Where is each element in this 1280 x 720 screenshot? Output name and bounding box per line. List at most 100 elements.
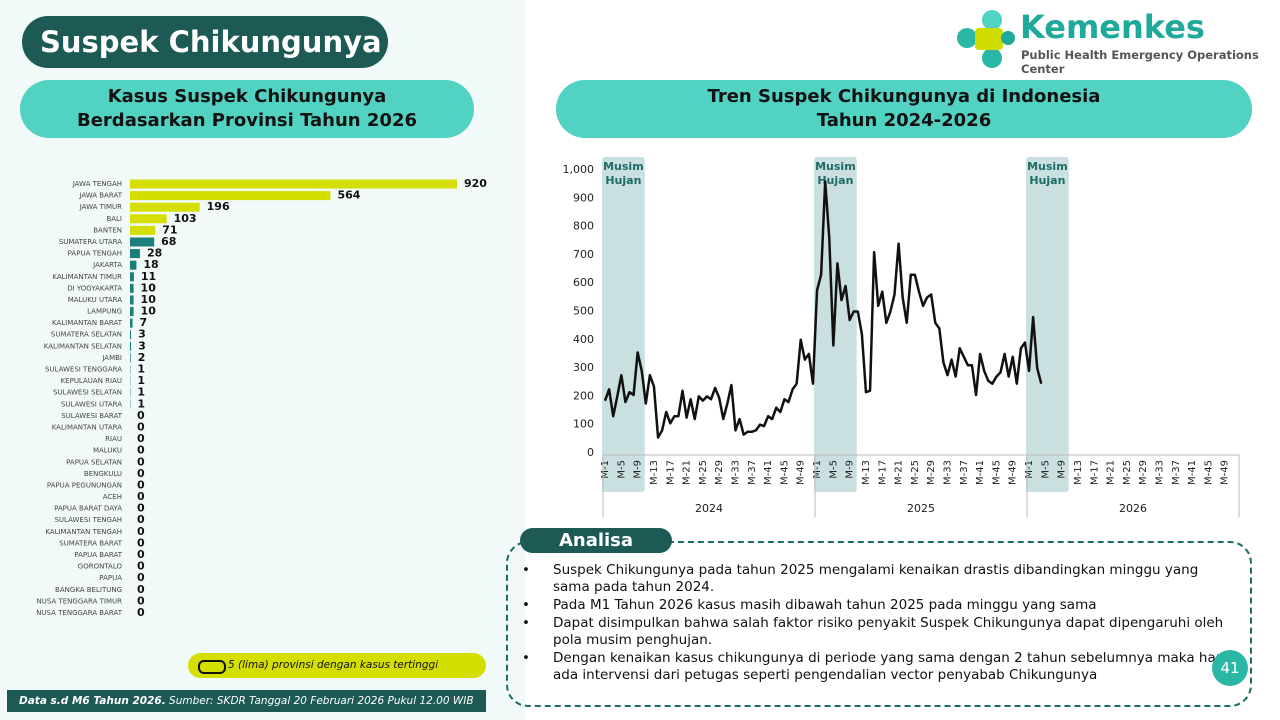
data-label: 0 <box>137 513 145 526</box>
analysis-bullet: Dengan kenaikan kasus chikungunya di per… <box>522 650 1237 684</box>
bar <box>130 307 134 317</box>
legend-note: 5 (lima) provinsi dengan kasus tertinggi <box>188 653 486 678</box>
data-label: 0 <box>137 571 145 584</box>
y-tick-label: JAWA TIMUR <box>79 203 122 211</box>
data-label: 11 <box>141 270 156 283</box>
analysis-bullet: Pada M1 Tahun 2026 kasus masih dibawah t… <box>522 597 1237 614</box>
x-tick-label: M-5 <box>616 460 627 479</box>
x-tick-label: M-5 <box>1040 460 1051 479</box>
y-tick-label: NUSA TENGGARA TIMUR <box>37 597 123 605</box>
bar <box>130 191 331 201</box>
x-tick-label: M-41 <box>763 460 774 485</box>
data-label: 0 <box>137 560 145 573</box>
bar <box>130 330 132 340</box>
x-tick-label: M-9 <box>1057 460 1068 479</box>
data-label: 1 <box>137 397 145 410</box>
x-tick-label: M-33 <box>1155 460 1166 485</box>
data-label: 2 <box>138 351 146 364</box>
analysis-bullet: Suspek Chikungunya pada tahun 2025 menga… <box>522 562 1237 596</box>
x-tick-label: M-9 <box>633 460 644 479</box>
x-tick-label: M-13 <box>1073 460 1084 485</box>
y-tick-label: ACEH <box>103 493 122 501</box>
x-tick-label: M-37 <box>747 460 758 485</box>
x-tick-label: M-45 <box>991 460 1002 485</box>
data-label: 0 <box>137 444 145 457</box>
data-label: 68 <box>161 235 176 248</box>
y-tick-label: JAKARTA <box>92 261 122 269</box>
x-tick-label: M-49 <box>1008 460 1019 485</box>
logo-name: Kemenkes <box>1020 8 1205 46</box>
y-tick-label: SUMATERA BARAT <box>59 539 123 547</box>
band-label: Hujan <box>605 174 641 187</box>
bar <box>130 179 457 189</box>
y-tick-label: JAWA BARAT <box>78 192 122 200</box>
band-label: Hujan <box>1029 174 1065 187</box>
data-label: 103 <box>174 212 197 225</box>
page-number: 41 <box>1212 650 1248 686</box>
data-label: 0 <box>137 478 145 491</box>
title-line: Tahun 2024-2026 <box>816 110 992 131</box>
x-tick-label: M-9 <box>845 460 856 479</box>
y-tick-label: JAWA TENGAH <box>72 180 122 188</box>
x-tick-label: M-33 <box>943 460 954 485</box>
y-tick-label: PAPUA BARAT <box>74 551 122 559</box>
data-label: 0 <box>137 420 145 433</box>
series-line <box>603 180 1043 439</box>
y-tick-label: BALI <box>106 215 122 223</box>
x-tick-label: M-45 <box>1203 460 1214 485</box>
group-label: 2026 <box>1119 502 1147 515</box>
x-tick-label: M-5 <box>828 460 839 479</box>
y-tick-label: MALUKU <box>93 447 122 455</box>
analysis-box <box>506 541 1252 707</box>
x-tick-label: M-21 <box>894 460 905 485</box>
footer: Data s.d M6 Tahun 2026. Sumber: SKDR Tan… <box>7 690 486 712</box>
y-tick-label: 300 <box>573 361 594 374</box>
data-label: 10 <box>141 281 157 294</box>
data-label: 7 <box>139 316 147 329</box>
y-tick-label: JAMBI <box>101 354 122 362</box>
y-tick-label: SULAWESI BARAT <box>61 412 123 420</box>
season-band <box>602 157 645 492</box>
line-chart-title: Tren Suspek Chikungunya di Indonesia Tah… <box>556 80 1252 138</box>
analysis-bullet: Dapat disimpulkan bahwa salah faktor ris… <box>522 615 1237 649</box>
data-label: 0 <box>137 525 145 538</box>
y-tick-label: RIAU <box>105 435 122 443</box>
x-tick-label: M-37 <box>1171 460 1182 485</box>
band-label: Hujan <box>817 174 853 187</box>
title-line: Tren Suspek Chikungunya di Indonesia <box>707 86 1101 107</box>
bar <box>130 341 132 351</box>
data-label: 0 <box>137 490 145 503</box>
x-tick-label: M-17 <box>665 460 676 485</box>
bar <box>130 283 134 293</box>
data-label: 0 <box>137 455 145 468</box>
y-tick-label: 700 <box>573 248 594 261</box>
group-label: 2024 <box>695 502 723 515</box>
data-label: 28 <box>147 247 162 260</box>
x-tick-label: M-41 <box>1187 460 1198 485</box>
y-tick-label: GORONTALO <box>78 563 123 571</box>
title-line: Kasus Suspek Chikungunya <box>107 86 387 107</box>
bar <box>130 202 200 212</box>
bar <box>130 260 137 270</box>
y-tick-label: SULAWESI UTARA <box>61 400 122 408</box>
data-label: 10 <box>141 293 157 306</box>
bar <box>130 249 140 259</box>
data-label: 18 <box>143 258 158 271</box>
data-label: 0 <box>137 467 145 480</box>
x-tick-label: M-13 <box>861 460 872 485</box>
y-tick-label: KEPULAUAN RIAU <box>61 377 122 385</box>
y-tick-label: PAPUA SELATAN <box>66 458 122 466</box>
legend-icon <box>198 660 226 674</box>
y-tick-label: KALIMANTAN BARAT <box>52 319 123 327</box>
data-label: 1 <box>137 363 145 376</box>
data-label: 920 <box>464 177 487 190</box>
x-tick-label: M-25 <box>698 460 709 485</box>
y-tick-label: KALIMANTAN UTARA <box>52 423 122 431</box>
y-tick-label: 0 <box>587 446 594 459</box>
y-tick-label: SUMATERA SELATAN <box>51 331 122 339</box>
data-label: 1 <box>137 386 145 399</box>
data-label: 564 <box>337 189 360 202</box>
bar <box>130 225 156 235</box>
footer-source: Sumber: SKDR Tanggal 20 Februari 2026 Pu… <box>169 695 474 707</box>
x-tick-label: M-33 <box>731 460 742 485</box>
